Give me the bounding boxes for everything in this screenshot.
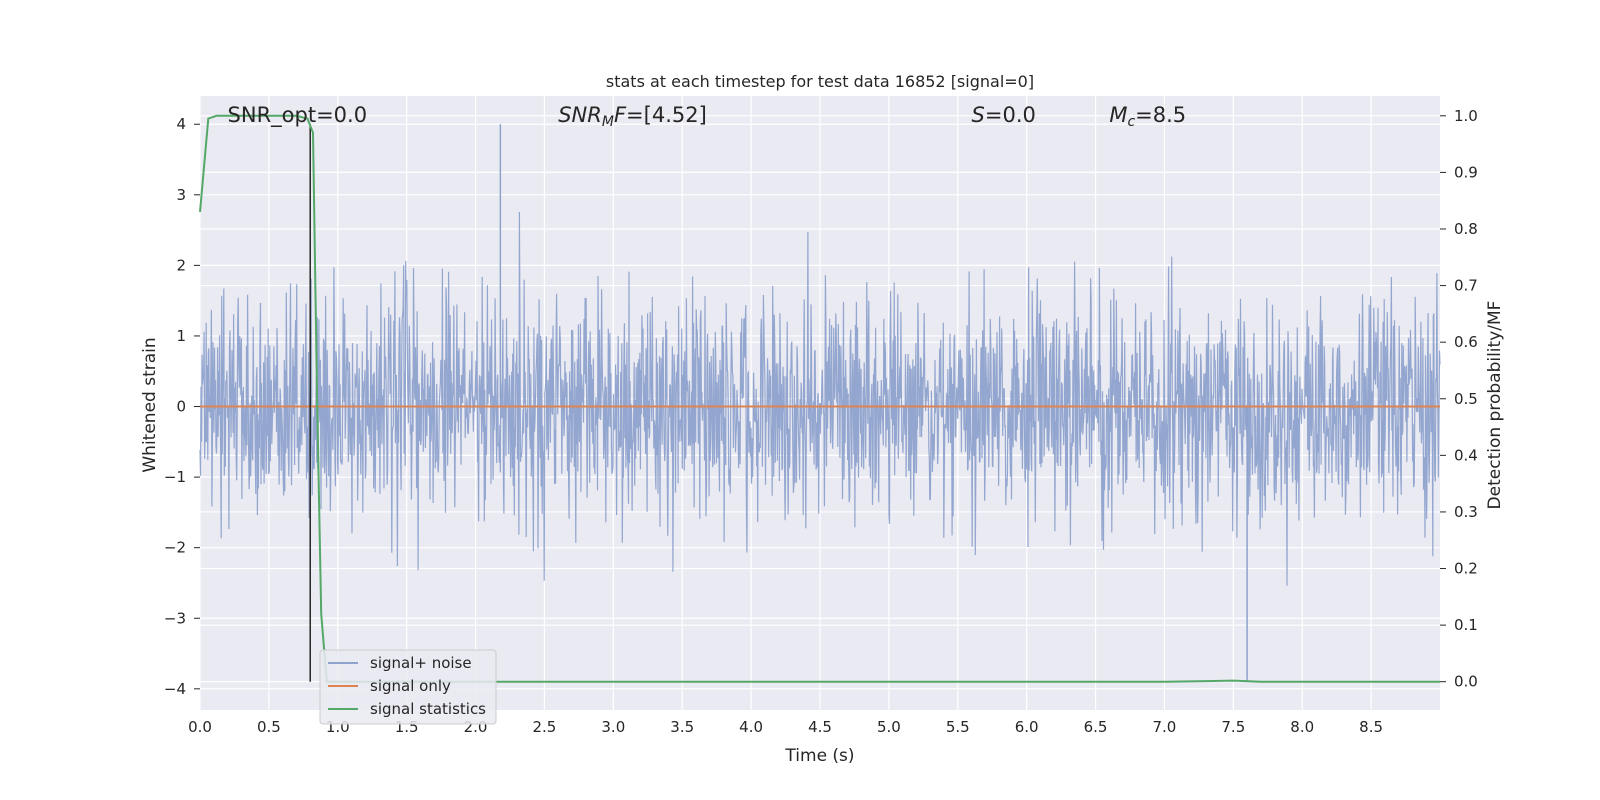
- signal-noise-line: [199, 211, 1441, 586]
- y-right-axis-label: Detection probability/MF: [1485, 301, 1505, 510]
- x-tick-label: 4.5: [808, 718, 832, 736]
- x-axis-label: Time (s): [784, 746, 854, 766]
- x-tick-label: 0.0: [188, 718, 212, 736]
- annotation-snr-opt: SNR_opt=0.0: [228, 103, 368, 128]
- y-tick-label: 4: [176, 115, 186, 133]
- y-tick-label: 3: [176, 186, 186, 204]
- y-right-tick-label: 0.4: [1454, 446, 1478, 464]
- y-right-tick-label: 0.9: [1454, 163, 1478, 181]
- annotations: SNR_opt=0.0 SNRMF=[4.52] S=0.0 Mc=8.5: [228, 103, 1187, 130]
- y-tick-label: −4: [164, 680, 186, 698]
- series-signal-noise: [199, 124, 1441, 682]
- y-right-tick-label: 0.7: [1454, 277, 1478, 295]
- legend: signal+ noise signal only signal statist…: [319, 649, 497, 725]
- y-right-tick-label: 1.0: [1454, 107, 1478, 125]
- y-right-tick-label: 0.6: [1454, 333, 1478, 351]
- x-tick-label: 7.5: [1221, 718, 1245, 736]
- y-tick-label: 0: [176, 398, 186, 416]
- x-tick-label: 8.5: [1359, 718, 1383, 736]
- x-tick-label: 4.0: [739, 718, 763, 736]
- legend-label-signal-statistics: signal statistics: [370, 700, 486, 718]
- y-right-tick-label: 0.0: [1454, 673, 1478, 691]
- y-axis-label: Whitened strain: [140, 337, 160, 472]
- x-tick-label: 3.5: [670, 718, 694, 736]
- tick-labels: 0.0 0.5 1.0 1.5 2.0 2.5 3.0 3.5 4.0 4.5 5.0 5.5 6.0 6…: [164, 107, 1478, 736]
- x-tick-label: 8.0: [1290, 718, 1314, 736]
- legend-box: [319, 649, 497, 725]
- x-tick-label: 0.5: [257, 718, 281, 736]
- annotation-snr-mf: SNRMF=[4.52]: [558, 103, 707, 130]
- x-tick-label: 6.5: [1084, 718, 1108, 736]
- x-tick-label: 5.5: [946, 718, 970, 736]
- y-right-tick-label: 0.1: [1454, 616, 1478, 634]
- y-right-tick-label: 0.2: [1454, 560, 1478, 578]
- annotation-mc: Mc=8.5: [1109, 103, 1186, 130]
- x-tick-label: 7.0: [1153, 718, 1177, 736]
- x-tick-label: 6.0: [1015, 718, 1039, 736]
- y-tick-label: −1: [164, 468, 186, 486]
- annotation-s: S=0.0: [972, 103, 1036, 127]
- y-tick-label: 2: [176, 256, 186, 274]
- y-tick-label: −2: [164, 539, 186, 557]
- y-tick-label: −3: [164, 609, 186, 627]
- legend-label-signal-noise: signal+ noise: [370, 654, 472, 672]
- y-right-tick-label: 0.5: [1454, 390, 1478, 408]
- y-right-tick-label: 0.8: [1454, 220, 1478, 238]
- legend-label-signal-only: signal only: [370, 677, 451, 695]
- x-tick-label: 2.5: [533, 718, 557, 736]
- chart-title: stats at each timestep for test data 168…: [606, 72, 1034, 91]
- x-tick-label: 3.0: [601, 718, 625, 736]
- y-tick-label: 1: [176, 327, 186, 345]
- y-right-tick-label: 0.3: [1454, 503, 1478, 521]
- x-tick-label: 5.0: [877, 718, 901, 736]
